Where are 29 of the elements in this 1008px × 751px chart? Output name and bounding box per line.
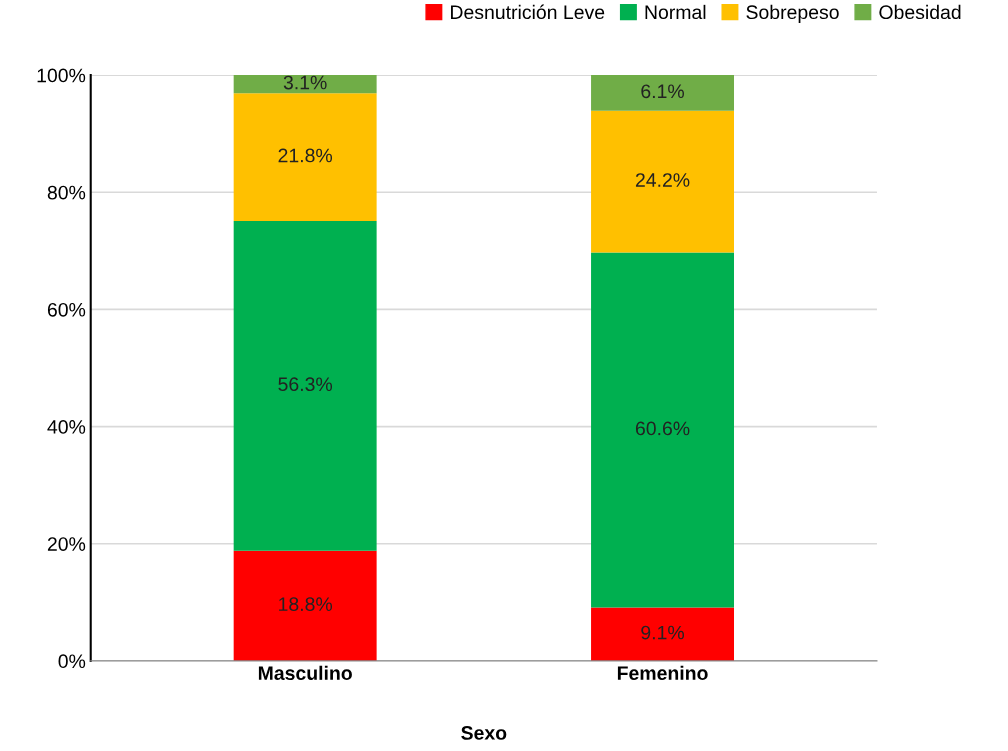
legend-label: Desnutrición Leve (451, 4, 605, 20)
y-tick-label: 100% (37, 68, 86, 83)
y-tick-label: 20% (47, 537, 86, 551)
bar (233, 220, 377, 551)
bar (591, 110, 735, 253)
data-label: 56.3% (278, 377, 333, 392)
x-tick-label: Femenino (617, 665, 708, 681)
bar (591, 75, 735, 111)
bar (591, 607, 735, 661)
legend-label: Normal (645, 4, 706, 20)
data-label: 60.6% (635, 421, 690, 436)
bar (233, 93, 377, 221)
x-tick-label: Masculino (258, 665, 352, 681)
legend-label: Obesidad (879, 4, 961, 20)
data-label: 18.8% (279, 597, 333, 612)
y-tick-label: 40% (47, 420, 86, 434)
x-axis-title: Sexo (461, 726, 507, 740)
y-tick-label: 0% (58, 654, 86, 669)
legend-label: Sobrepeso (746, 4, 839, 23)
data-label: 9.1% (641, 625, 684, 640)
data-label: 21.8% (278, 148, 333, 163)
bar (233, 550, 377, 661)
data-label: 3.1% (283, 75, 327, 90)
data-label: 6.1% (641, 84, 684, 99)
bar (591, 252, 735, 608)
bar (233, 75, 377, 94)
y-tick-label: 60% (47, 302, 86, 317)
y-tick-label: 80% (47, 185, 86, 200)
data-label: 24.2% (635, 173, 690, 187)
